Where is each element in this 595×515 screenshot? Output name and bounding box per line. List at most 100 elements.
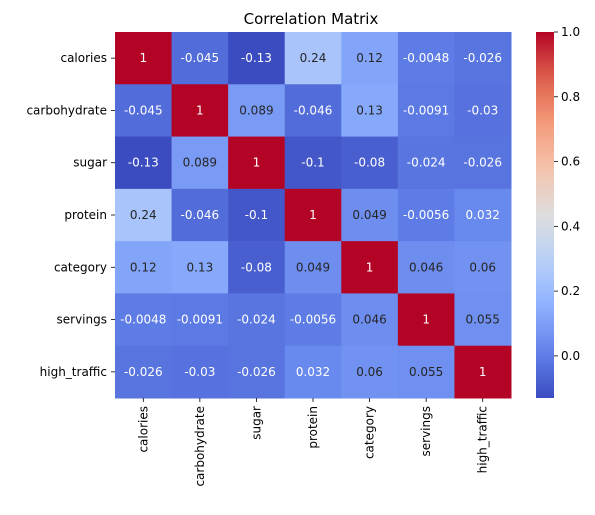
- heatmap-cell: [397, 241, 455, 294]
- colorbar-tick-label: 1.0: [561, 25, 580, 39]
- x-tick-label: high_traffic: [476, 406, 490, 473]
- y-tick-label: calories: [60, 51, 107, 65]
- cell-annotation: 1: [196, 103, 204, 117]
- heatmap-cell: [228, 84, 286, 138]
- chart-title: Correlation Matrix: [244, 10, 379, 28]
- heatmap-cell: [454, 241, 512, 294]
- heatmap-cell: [454, 84, 512, 138]
- cell-annotation: 0.089: [239, 103, 273, 117]
- heatmap-cell: [397, 136, 455, 190]
- cell-annotation: 0.089: [183, 156, 217, 170]
- heatmap-cell: [397, 84, 455, 138]
- heatmap-cell: [341, 345, 399, 399]
- cell-annotation: -0.024: [237, 313, 276, 327]
- heatmap-cell: [397, 32, 455, 85]
- heatmap-cell: [171, 188, 229, 242]
- cell-annotation: -0.1: [301, 156, 324, 170]
- heatmap-cell: [454, 136, 512, 190]
- y-tick-label: protein: [64, 208, 107, 222]
- colorbar: [536, 32, 554, 398]
- cell-annotation: -0.0091: [403, 103, 449, 117]
- heatmap-cell: [171, 84, 229, 138]
- cell-annotation: 1: [422, 313, 430, 327]
- heatmap-cell: [171, 345, 229, 399]
- cell-annotation: 1: [479, 365, 487, 379]
- heatmap-cell: [171, 293, 229, 347]
- cell-annotation: 0.049: [352, 208, 386, 222]
- x-tick-label: protein: [306, 406, 320, 449]
- cell-annotation: -0.026: [237, 365, 276, 379]
- cell-annotation: 0.12: [356, 51, 383, 65]
- cell-annotation: -0.03: [184, 365, 215, 379]
- x-axis-ticks: calories carbohydrate sugar protein category…: [136, 398, 490, 487]
- heatmap-cell: [171, 32, 229, 85]
- colorbar-tick-label: 0.6: [561, 155, 580, 169]
- heatmap-cell: [341, 84, 399, 138]
- heatmap-cell: [115, 84, 173, 138]
- heatmap-cell: [284, 188, 342, 242]
- x-tick-label: calories: [136, 406, 150, 453]
- cell-annotation: 0.049: [296, 260, 330, 274]
- heatmap-cell: [115, 188, 173, 242]
- cell-annotation: -0.08: [241, 260, 272, 274]
- y-tick-label: category: [54, 260, 107, 274]
- cell-annotation: 0.055: [466, 313, 500, 327]
- heatmap-cell: [341, 293, 399, 347]
- heatmap-cell: [397, 188, 455, 242]
- y-tick-label: sugar: [73, 156, 107, 170]
- heatmap-cell: [115, 32, 173, 85]
- x-tick-label: carbohydrate: [193, 406, 207, 487]
- heatmap-cell: [454, 345, 512, 399]
- heatmap-cell: [397, 293, 455, 347]
- heatmap-cell: [228, 136, 286, 190]
- heatmap-cell: [228, 345, 286, 399]
- y-tick-label: carbohydrate: [26, 103, 107, 117]
- heatmap-cells: [115, 32, 512, 399]
- heatmap-cell: [397, 345, 455, 399]
- heatmap-annotations: 1 -0.045 -0.13 0.24 0.12 -0.0048 -0.026 -0.045 1…: [120, 51, 502, 379]
- heatmap-cell: [454, 293, 512, 347]
- cell-annotation: -0.026: [124, 365, 163, 379]
- heatmap-cell: [284, 241, 342, 294]
- heatmap-cell: [115, 241, 173, 294]
- heatmap-cell: [115, 345, 173, 399]
- heatmap-cell: [171, 241, 229, 294]
- cell-annotation: -0.0056: [290, 313, 336, 327]
- cell-annotation: -0.08: [354, 156, 385, 170]
- heatmap-cell: [454, 188, 512, 242]
- cell-annotation: 0.055: [409, 365, 443, 379]
- cell-annotation: -0.0048: [120, 313, 166, 327]
- cell-annotation: 0.06: [356, 365, 383, 379]
- heatmap-cell: [284, 136, 342, 190]
- heatmap-cell: [228, 241, 286, 294]
- colorbar-tick-label: 0.2: [561, 284, 580, 298]
- colorbar-tick-label: 0.4: [561, 219, 580, 233]
- x-tick-label: servings: [419, 406, 433, 456]
- cell-annotation: -0.045: [181, 51, 220, 65]
- heatmap-cell: [284, 84, 342, 138]
- cell-annotation: -0.0091: [177, 313, 223, 327]
- cell-annotation: -0.13: [241, 51, 272, 65]
- heatmap-cell: [284, 293, 342, 347]
- cell-annotation: 0.046: [409, 260, 443, 274]
- heatmap-cell: [115, 293, 173, 347]
- cell-annotation: 0.24: [130, 208, 157, 222]
- heatmap-cell: [454, 32, 512, 85]
- cell-annotation: 0.032: [466, 208, 500, 222]
- cell-annotation: -0.024: [407, 156, 446, 170]
- cell-annotation: 0.032: [296, 365, 330, 379]
- y-axis-ticks: calories carbohydrate sugar protein category…: [26, 51, 115, 379]
- y-tick-label: servings: [57, 313, 107, 327]
- x-tick-label: category: [363, 406, 377, 459]
- cell-annotation: -0.0056: [403, 208, 449, 222]
- heatmap-cell: [171, 136, 229, 190]
- heatmap-cell: [228, 188, 286, 242]
- cell-annotation: 1: [139, 51, 147, 65]
- colorbar-tick-label: 0.0: [561, 349, 580, 363]
- cell-annotation: -0.0048: [403, 51, 449, 65]
- cell-annotation: 1: [366, 260, 374, 274]
- cell-annotation: 0.24: [300, 51, 327, 65]
- heatmap-cell: [341, 241, 399, 294]
- heatmap-cell: [228, 293, 286, 347]
